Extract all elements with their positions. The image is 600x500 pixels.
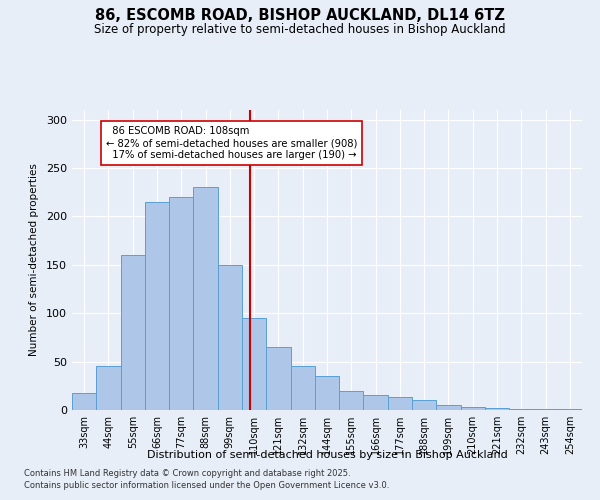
Bar <box>218 265 242 410</box>
Bar <box>388 398 412 410</box>
Bar <box>509 409 533 410</box>
Y-axis label: Number of semi-detached properties: Number of semi-detached properties <box>29 164 39 356</box>
Bar <box>169 197 193 410</box>
Bar <box>121 255 145 410</box>
Bar <box>290 366 315 410</box>
Text: Size of property relative to semi-detached houses in Bishop Auckland: Size of property relative to semi-detach… <box>94 22 506 36</box>
Text: Distribution of semi-detached houses by size in Bishop Auckland: Distribution of semi-detached houses by … <box>146 450 508 460</box>
Bar <box>339 390 364 410</box>
Bar <box>533 409 558 410</box>
Bar <box>72 392 96 410</box>
Bar <box>364 396 388 410</box>
Bar <box>266 347 290 410</box>
Bar <box>436 405 461 410</box>
Text: 86, ESCOMB ROAD, BISHOP AUCKLAND, DL14 6TZ: 86, ESCOMB ROAD, BISHOP AUCKLAND, DL14 6… <box>95 8 505 22</box>
Bar <box>558 409 582 410</box>
Bar <box>412 400 436 410</box>
Text: 86 ESCOMB ROAD: 108sqm
← 82% of semi-detached houses are smaller (908)
  17% of : 86 ESCOMB ROAD: 108sqm ← 82% of semi-det… <box>106 126 358 160</box>
Text: Contains HM Land Registry data © Crown copyright and database right 2025.: Contains HM Land Registry data © Crown c… <box>24 468 350 477</box>
Bar <box>193 188 218 410</box>
Bar <box>145 202 169 410</box>
Bar <box>461 407 485 410</box>
Bar <box>96 366 121 410</box>
Bar <box>485 408 509 410</box>
Bar <box>315 376 339 410</box>
Bar <box>242 318 266 410</box>
Text: Contains public sector information licensed under the Open Government Licence v3: Contains public sector information licen… <box>24 481 389 490</box>
